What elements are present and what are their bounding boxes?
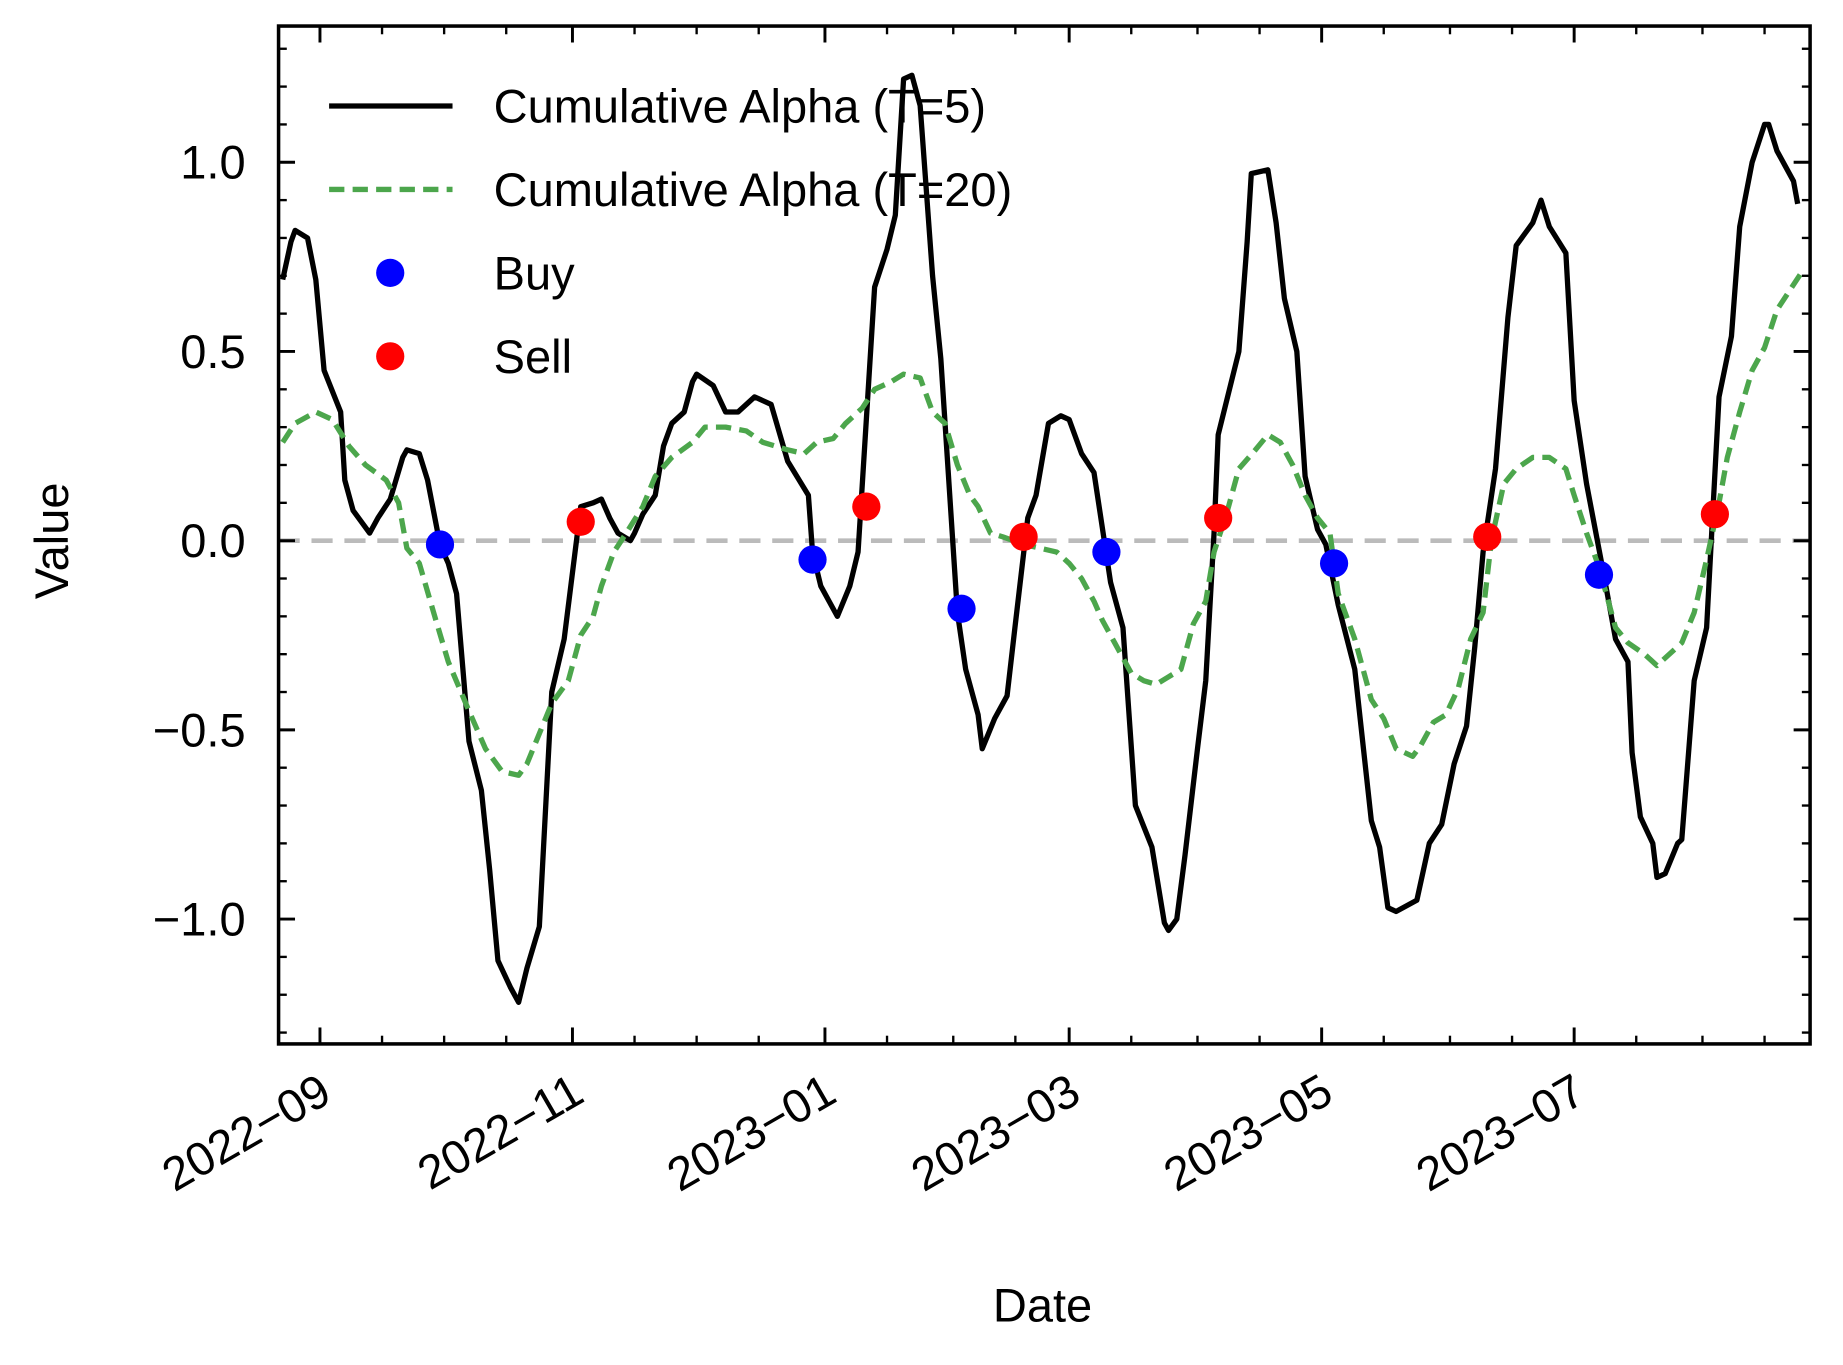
marker bbox=[1700, 500, 1729, 529]
legend-label: Sell bbox=[494, 330, 572, 383]
y-tick-label: 0.5 bbox=[180, 325, 245, 378]
y-tick-label: −0.5 bbox=[153, 703, 246, 756]
legend-label: Cumulative Alpha (T=20) bbox=[494, 163, 1013, 216]
y-tick-label: 1.0 bbox=[180, 136, 245, 189]
marker bbox=[1092, 537, 1121, 567]
legend-label: Cumulative Alpha (T=5) bbox=[494, 79, 986, 132]
legend-marker bbox=[376, 258, 405, 287]
x-axis-label: Date bbox=[993, 1278, 1092, 1331]
marker bbox=[1009, 522, 1038, 551]
legend-label: Buy bbox=[494, 246, 575, 299]
y-axis-label: Value bbox=[25, 482, 78, 599]
plot-frame bbox=[276, 24, 1812, 1046]
y-tick-label: 0.0 bbox=[180, 514, 245, 567]
marker bbox=[1473, 522, 1502, 551]
marker bbox=[566, 507, 595, 536]
marker bbox=[1319, 549, 1349, 578]
series-line bbox=[280, 270, 1805, 778]
marker bbox=[425, 530, 455, 559]
marker bbox=[798, 545, 827, 574]
legend-marker bbox=[376, 342, 405, 371]
marker bbox=[1204, 503, 1233, 533]
y-tick-label: −1.0 bbox=[153, 893, 246, 946]
marker bbox=[947, 594, 976, 623]
marker bbox=[852, 492, 881, 521]
series-line bbox=[280, 72, 1801, 1005]
marker bbox=[1584, 560, 1614, 589]
